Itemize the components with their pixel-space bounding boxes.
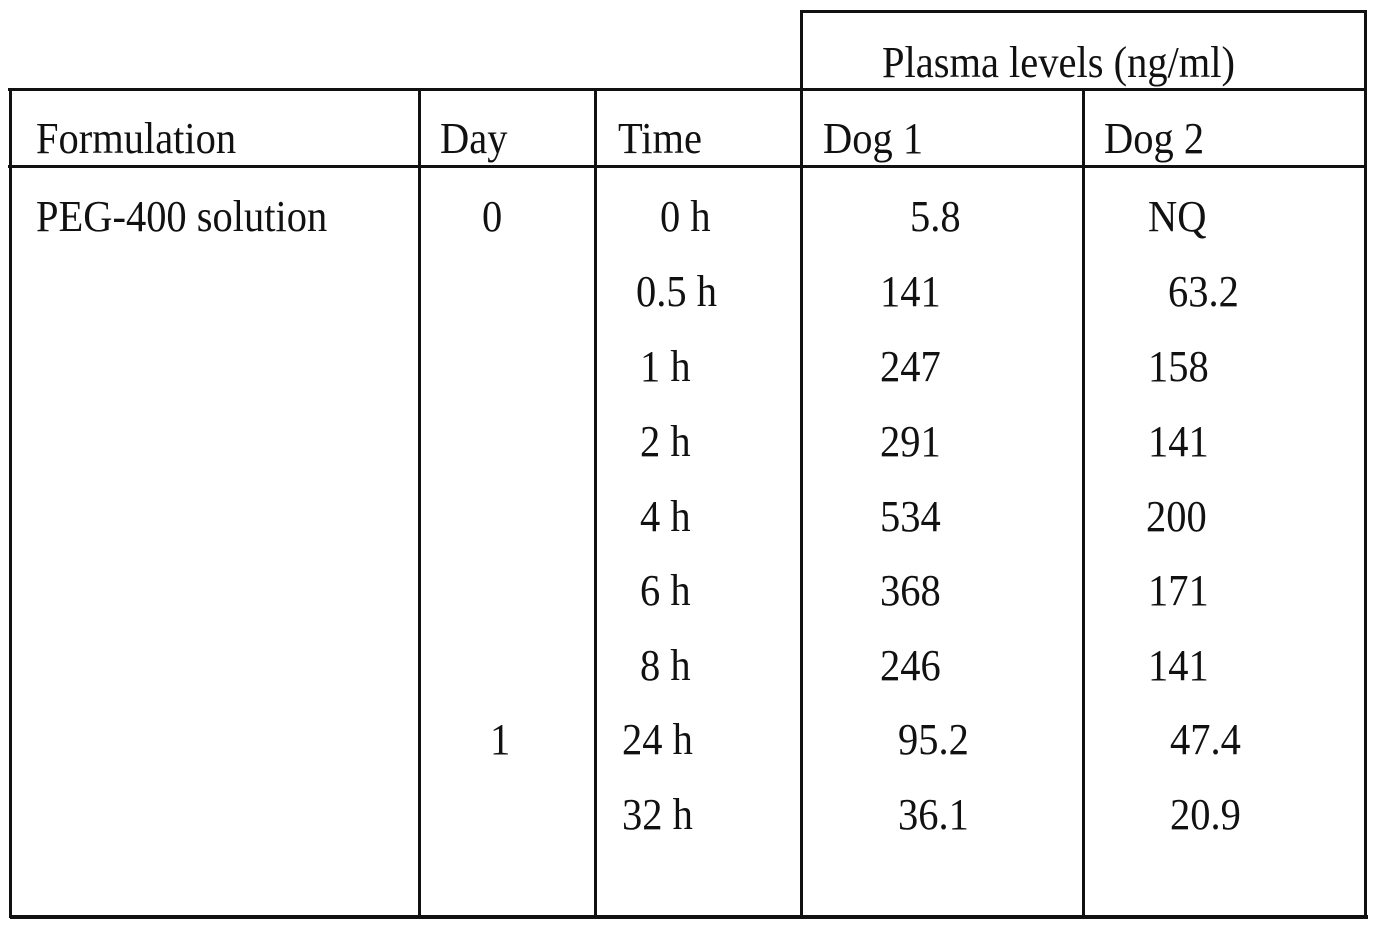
header-top-border bbox=[8, 88, 1367, 91]
cell-time: 4 h bbox=[640, 492, 691, 542]
plasma-levels-table: Plasma levels (ng/ml) Formulation Day Ti… bbox=[0, 0, 1387, 933]
cell-dog2: 200 bbox=[1146, 492, 1207, 542]
cell-time: 2 h bbox=[640, 417, 691, 467]
column-header-dog2: Dog 2 bbox=[1104, 114, 1204, 164]
divider-time-dog1 bbox=[800, 10, 803, 918]
cell-dog2: 141 bbox=[1148, 641, 1209, 691]
cell-dog2: 141 bbox=[1148, 417, 1209, 467]
cell-dog1: 291 bbox=[880, 417, 941, 467]
column-header-day: Day bbox=[440, 114, 507, 164]
cell-time: 8 h bbox=[640, 641, 691, 691]
cell-dog1: 36.1 bbox=[898, 790, 969, 840]
column-header-dog1: Dog 1 bbox=[823, 114, 923, 164]
cell-day: 0 bbox=[482, 192, 502, 242]
cell-time: 24 h bbox=[622, 715, 693, 765]
cell-dog2: 171 bbox=[1148, 566, 1209, 616]
cell-time: 0 h bbox=[660, 192, 711, 242]
column-header-time: Time bbox=[618, 114, 702, 164]
cell-dog2: 63.2 bbox=[1168, 267, 1239, 317]
cell-dog1: 246 bbox=[880, 641, 941, 691]
cell-formulation: PEG-400 solution bbox=[36, 192, 327, 242]
cell-dog1: 534 bbox=[880, 492, 941, 542]
cell-time: 6 h bbox=[640, 566, 691, 616]
cell-time: 0.5 h bbox=[636, 267, 717, 317]
cell-dog1: 368 bbox=[880, 566, 941, 616]
cell-dog1: 5.8 bbox=[910, 192, 961, 242]
column-header-formulation: Formulation bbox=[36, 114, 236, 164]
group-header-top-border bbox=[800, 10, 1367, 13]
cell-dog2: 158 bbox=[1148, 342, 1209, 392]
cell-time: 32 h bbox=[622, 790, 693, 840]
cell-dog1: 95.2 bbox=[898, 715, 969, 765]
cell-dog1: 247 bbox=[880, 342, 941, 392]
cell-dog1: 141 bbox=[880, 267, 941, 317]
cell-day: 1 bbox=[490, 715, 510, 765]
cell-dog2: 47.4 bbox=[1170, 715, 1241, 765]
cell-dog2: 20.9 bbox=[1170, 790, 1241, 840]
cell-time: 1 h bbox=[640, 342, 691, 392]
divider-dog1-dog2 bbox=[1082, 88, 1085, 918]
right-border bbox=[1364, 10, 1367, 918]
divider-day-time bbox=[594, 88, 597, 918]
cell-dog2: NQ bbox=[1148, 192, 1206, 242]
group-header-plasma-levels: Plasma levels (ng/ml) bbox=[882, 38, 1235, 88]
header-bottom-border bbox=[8, 165, 1367, 168]
left-border bbox=[9, 88, 12, 918]
divider-formulation-day bbox=[418, 88, 421, 918]
table-bottom-border bbox=[10, 915, 1368, 919]
